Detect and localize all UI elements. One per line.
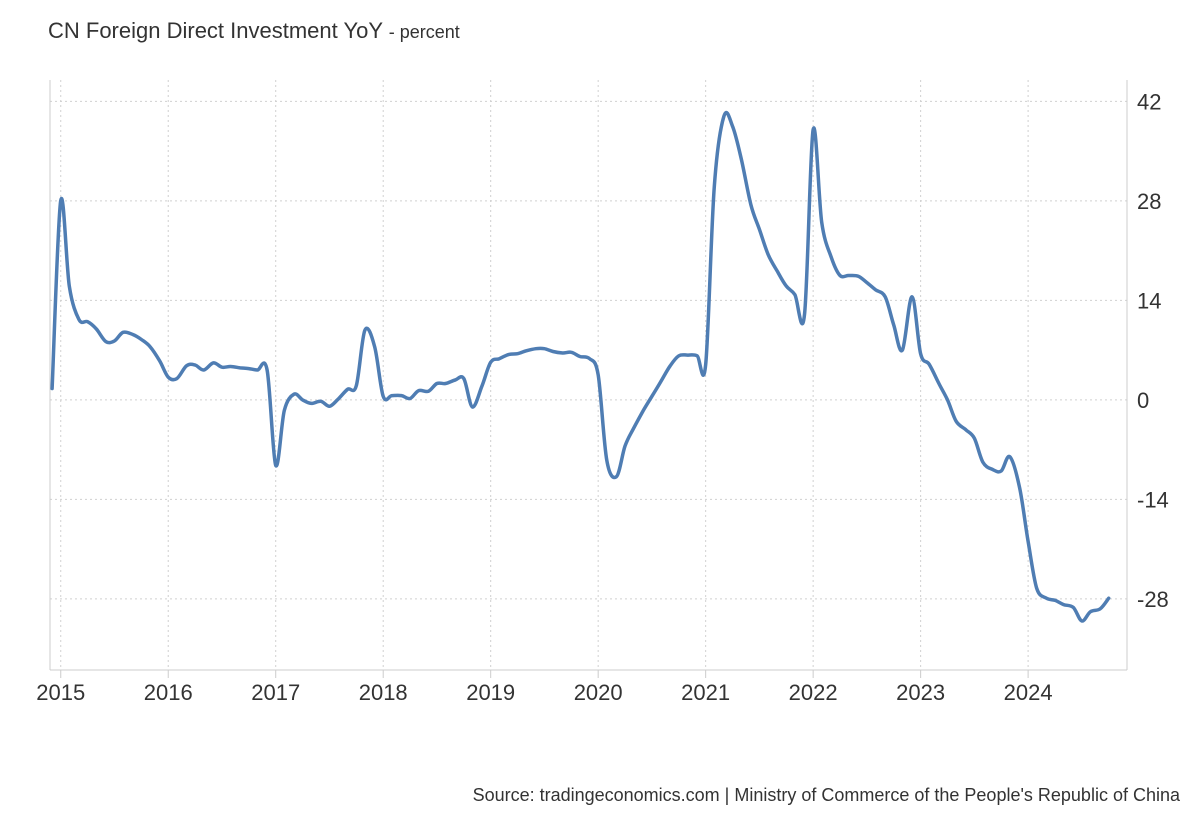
x-tick-label: 2015 — [36, 680, 85, 705]
x-tick-label: 2023 — [896, 680, 945, 705]
x-tick-label: 2016 — [144, 680, 193, 705]
y-tick-label: 42 — [1137, 89, 1161, 114]
title-unit: - percent — [388, 22, 460, 42]
y-tick-label: 14 — [1137, 288, 1161, 313]
y-tick-label: 0 — [1137, 388, 1149, 413]
series-line — [50, 110, 1111, 623]
chart-title: CN Foreign Direct Investment YoY - perce… — [48, 18, 460, 44]
x-tick-label: 2024 — [1004, 680, 1053, 705]
x-tick-label: 2017 — [251, 680, 300, 705]
title-text: CN Foreign Direct Investment YoY — [48, 18, 383, 43]
x-tick-label: 2020 — [574, 680, 623, 705]
y-tick-label: 28 — [1137, 189, 1161, 214]
source-note: Source: tradingeconomics.com | Ministry … — [472, 785, 1180, 805]
x-tick-label: 2021 — [681, 680, 730, 705]
plot-area: 42 28 14 0 -14 -28 2015 2016 2017 2018 2019 2020 202… — [36, 80, 1169, 705]
x-tick-label: 2018 — [359, 680, 408, 705]
x-tick-label: 2022 — [789, 680, 838, 705]
y-tick-label: -28 — [1137, 587, 1169, 612]
x-tick-label: 2019 — [466, 680, 515, 705]
y-tick-label: -14 — [1137, 487, 1169, 512]
